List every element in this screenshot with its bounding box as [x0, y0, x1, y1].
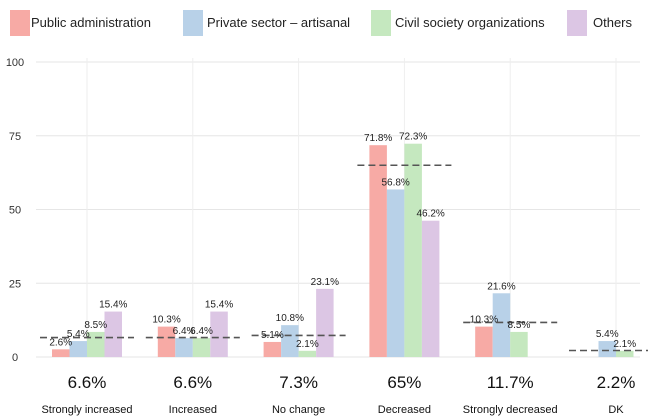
total-label-4: 11.7%	[487, 373, 534, 392]
total-label-0: 6.6%	[68, 373, 107, 392]
legend-label-1: Private sector – artisanal	[207, 15, 350, 30]
bar-label-5-2: 2.1%	[613, 339, 636, 350]
legend-label-3: Others	[593, 15, 633, 30]
bar-1-2	[192, 338, 211, 357]
bar-label-4-0: 10.3%	[470, 315, 498, 326]
bar-label-0-2: 8.5%	[84, 320, 107, 331]
bar-label-3-3: 46.2%	[416, 209, 444, 220]
legend: Public administration Private sector – ar…	[10, 10, 633, 36]
bar-label-0-0: 2.6%	[49, 337, 72, 348]
bar-4-1	[492, 293, 511, 357]
bar-label-3-0: 71.8%	[364, 133, 392, 144]
legend-label-0: Public administration	[31, 15, 151, 30]
bar-label-1-1: 6.4%	[173, 326, 196, 337]
bar-label-4-2: 8.5%	[508, 320, 531, 331]
bar-label-1-3: 15.4%	[205, 300, 233, 311]
bar-1-3	[210, 311, 228, 357]
y-tick-label-25: 25	[9, 278, 21, 290]
bar-0-1	[69, 341, 87, 357]
bar-label-2-2: 2.1%	[296, 339, 319, 350]
legend-swatch-1	[183, 10, 203, 36]
bar-label-4-1: 21.6%	[487, 281, 515, 292]
bar-label-5-1: 5.4%	[596, 329, 619, 340]
bar-5-2	[616, 350, 634, 357]
category-label-4: Strongly decreased	[463, 404, 558, 416]
category-label-3: Decreased	[378, 404, 431, 416]
total-label-5: 2.2%	[597, 373, 636, 392]
y-tick-label-75: 75	[9, 131, 21, 143]
bar-0-3	[104, 311, 122, 357]
legend-swatch-0	[10, 10, 30, 36]
total-label-2: 7.3%	[279, 373, 318, 392]
bar-1-0	[157, 326, 176, 357]
totals: 6.6% 6.6% 7.3% 65% 11.7% 2.2%	[68, 373, 636, 392]
bar-1-1	[175, 338, 193, 357]
legend-swatch-3	[567, 10, 587, 36]
bar-label-2-0: 5.1%	[261, 330, 284, 341]
bar-label-2-1: 10.8%	[276, 313, 304, 324]
category-label-1: Increased	[169, 404, 217, 416]
bar-2-3	[316, 288, 334, 357]
bar-3-0	[369, 145, 387, 357]
gridlines	[36, 58, 640, 358]
bar-label-3-2: 72.3%	[399, 132, 427, 143]
bars	[52, 143, 634, 357]
total-label-1: 6.6%	[173, 373, 212, 392]
bar-2-2	[298, 350, 317, 357]
bar-label-0-3: 15.4%	[99, 300, 127, 311]
category-label-5: DK	[608, 404, 624, 416]
y-tick-label-50: 50	[9, 205, 21, 217]
y-tick-label-100: 100	[6, 57, 24, 69]
y-axis-ticks: 0 25 50 75 100	[6, 57, 24, 364]
bar-2-1	[281, 325, 299, 357]
bar-0-0	[52, 349, 70, 357]
bar-3-2	[404, 143, 422, 357]
bar-3-1	[386, 189, 405, 357]
legend-swatch-2	[371, 10, 391, 36]
y-tick-label-0: 0	[12, 352, 18, 364]
bar-3-3	[421, 220, 440, 357]
category-label-0: Strongly increased	[41, 404, 132, 416]
bar-4-0	[475, 326, 493, 357]
bar-label-3-1: 56.8%	[381, 177, 409, 188]
category-labels: Strongly increased Increased No change Decr…	[41, 404, 624, 416]
bar-label-2-3: 23.1%	[311, 277, 339, 288]
bar-2-0	[263, 341, 282, 357]
bar-label-1-0: 10.3%	[152, 315, 180, 326]
category-label-2: No change	[272, 404, 325, 416]
bar-5-1	[598, 341, 616, 357]
average-lines	[40, 164, 648, 352]
legend-label-2: Civil society organizations	[395, 15, 545, 30]
bar-4-2	[510, 331, 528, 357]
bar-label-1-2: 6.4%	[190, 326, 213, 337]
bar-label-0-1: 5.4%	[67, 329, 90, 340]
total-label-3: 65%	[387, 373, 421, 392]
bar-labels: 2.6%5.4%8.5%15.4%10.3%6.4%6.4%15.4%5.1%1…	[49, 132, 636, 350]
